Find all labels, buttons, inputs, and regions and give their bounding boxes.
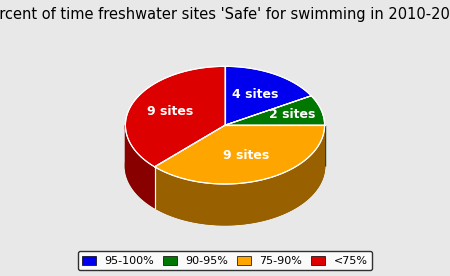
Text: 9 sites: 9 sites bbox=[147, 105, 193, 118]
Text: Percent of time freshwater sites 'Safe' for swimming in 2010-2011: Percent of time freshwater sites 'Safe' … bbox=[0, 7, 450, 22]
Legend: 95-100%, 90-95%, 75-90%, <75%: 95-100%, 90-95%, 75-90%, <75% bbox=[78, 251, 372, 270]
Polygon shape bbox=[155, 125, 324, 225]
Polygon shape bbox=[155, 125, 324, 184]
Polygon shape bbox=[225, 66, 311, 125]
Polygon shape bbox=[126, 107, 324, 225]
Text: 9 sites: 9 sites bbox=[223, 148, 269, 161]
Polygon shape bbox=[126, 125, 155, 208]
Text: 2 sites: 2 sites bbox=[269, 108, 315, 121]
Polygon shape bbox=[225, 96, 324, 125]
Polygon shape bbox=[126, 66, 225, 167]
Text: 4 sites: 4 sites bbox=[232, 88, 278, 101]
